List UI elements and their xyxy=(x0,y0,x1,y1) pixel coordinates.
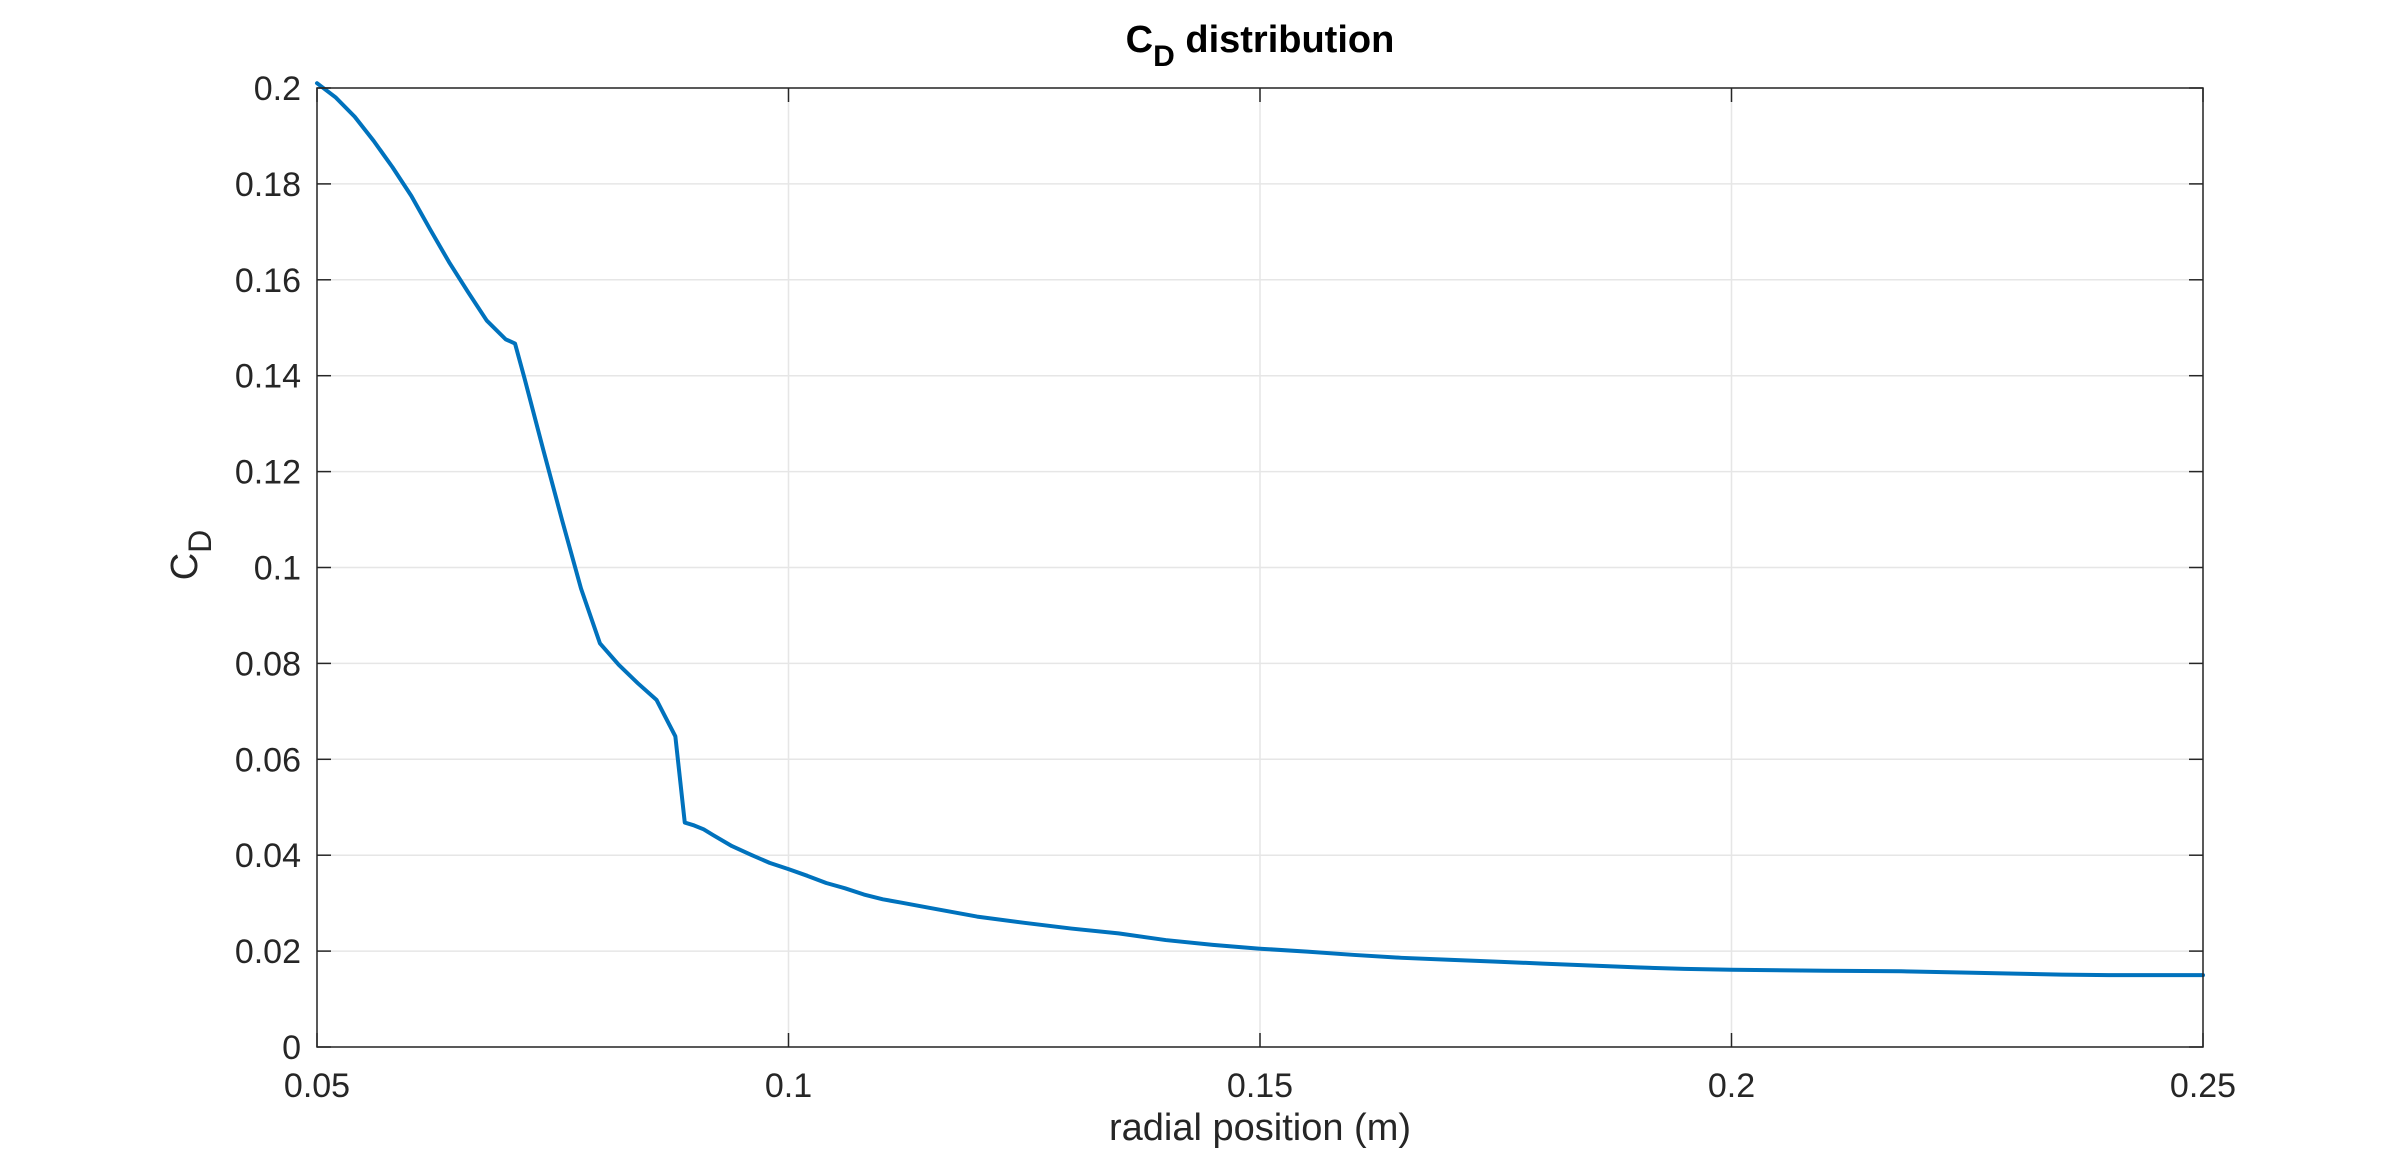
tick-label-layer: 0.05 0.1 0.15 0.2 0.25 0 0.02 0.04 0.06 0.08 0.1 0.… xyxy=(235,70,2236,1105)
y-tick-label: 0.02 xyxy=(235,933,301,971)
y-tick-label: 0.08 xyxy=(235,645,301,683)
x-axis-label: radial position (m) xyxy=(1109,1107,1411,1149)
x-tick-label: 0.25 xyxy=(2170,1067,2236,1105)
data-line-series xyxy=(315,81,2205,978)
y-tick-label: 0.14 xyxy=(235,358,301,396)
grid-layer xyxy=(316,87,2204,1048)
y-tick-label: 0.1 xyxy=(254,550,301,588)
y-tick-label: 0.2 xyxy=(254,70,301,108)
series-layer xyxy=(315,81,2205,978)
y-axis-label: CD xyxy=(164,530,218,581)
chart-title: CD distribution xyxy=(1126,19,1395,73)
x-tick-label: 0.2 xyxy=(1708,1067,1755,1105)
y-tick-label: 0.12 xyxy=(235,454,301,492)
y-tick-label: 0.04 xyxy=(235,837,301,875)
y-tick-label: 0 xyxy=(282,1029,301,1067)
y-tick-label: 0.16 xyxy=(235,262,301,300)
x-tick-label: 0.1 xyxy=(765,1067,812,1105)
y-tick-label: 0.18 xyxy=(235,166,301,204)
axes-layer xyxy=(316,87,2204,1048)
x-tick-label: 0.05 xyxy=(284,1067,350,1105)
y-tick-label: 0.06 xyxy=(235,741,301,779)
x-tick-label: 0.15 xyxy=(1227,1067,1293,1105)
